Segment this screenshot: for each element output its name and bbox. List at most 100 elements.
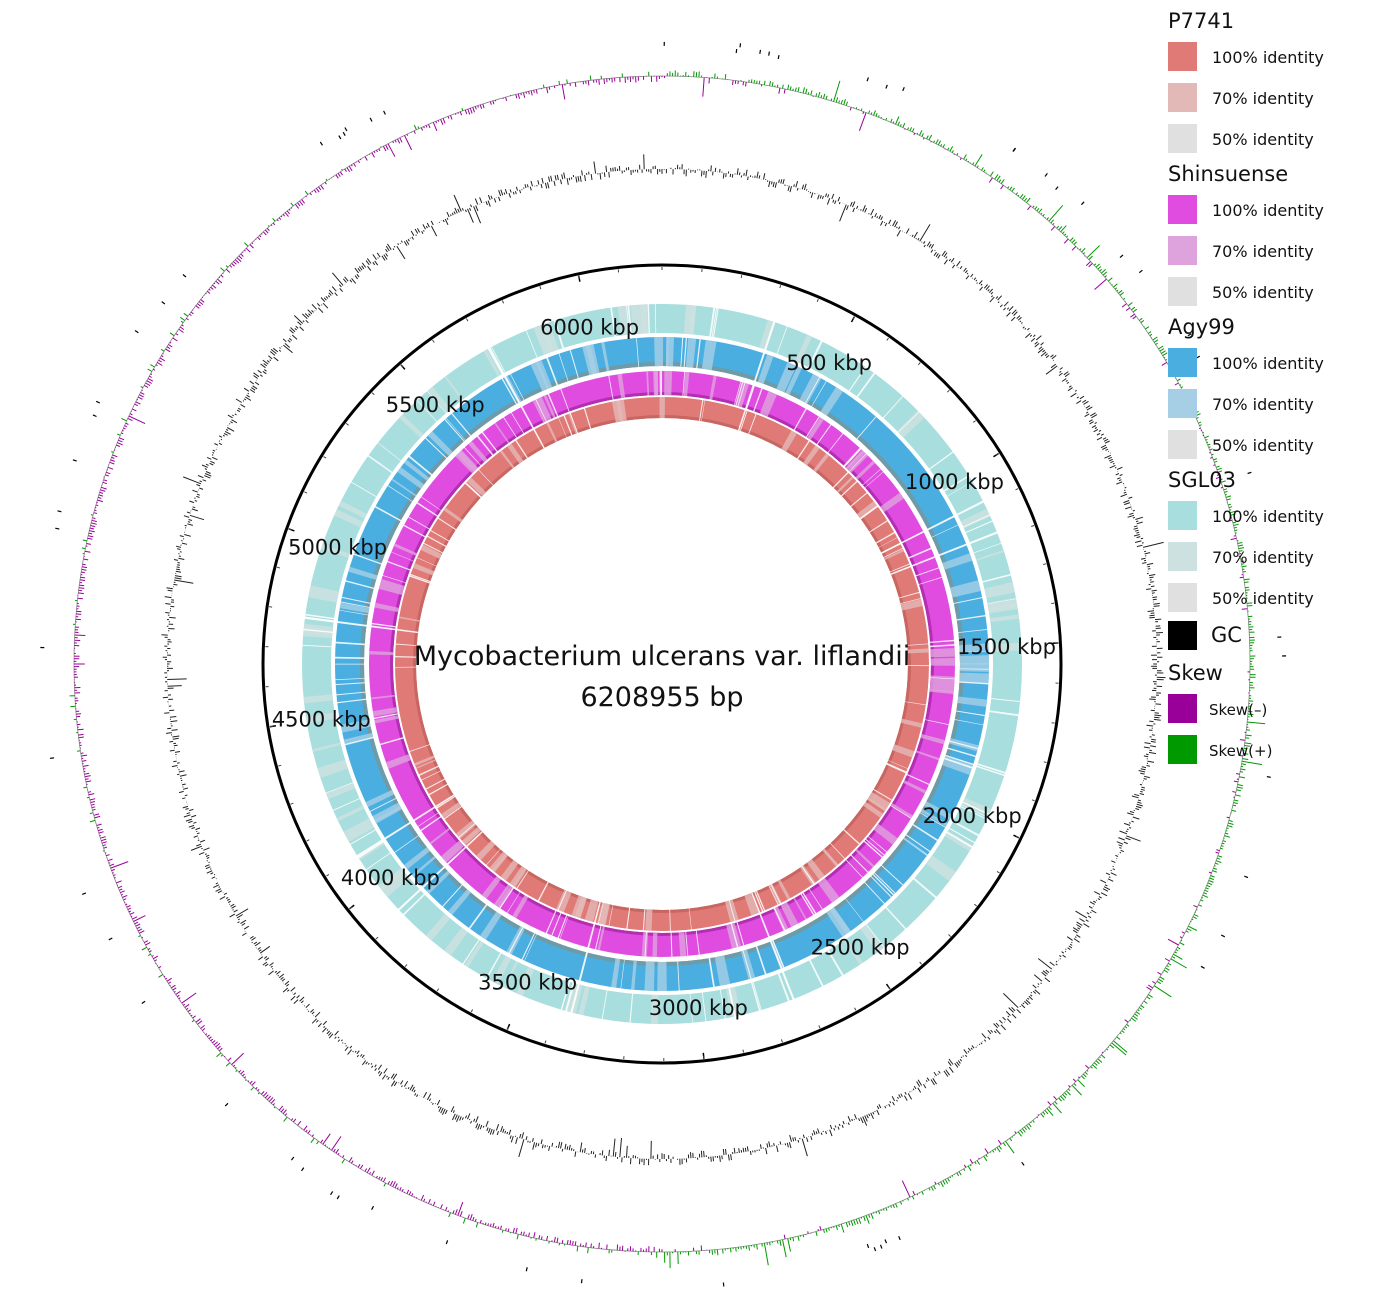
low-identity-segment — [415, 759, 436, 769]
alignment-gap — [485, 952, 502, 980]
low-identity-segment — [630, 304, 640, 335]
low-identity-segment — [455, 820, 477, 839]
feature-mark — [301, 1167, 305, 1172]
alignment-gap — [805, 416, 820, 438]
low-identity-segment — [949, 740, 978, 752]
low-identity-segment — [440, 840, 464, 863]
low-identity-segment — [650, 994, 659, 1024]
feature-mark — [759, 49, 762, 54]
low-identity-segment — [378, 867, 406, 892]
low-identity-segment — [481, 876, 501, 899]
feature-mark — [55, 527, 60, 530]
alignment-gap — [353, 553, 382, 565]
low-identity-segment — [781, 902, 799, 927]
legend-swatch — [1168, 236, 1197, 265]
low-identity-segment — [303, 623, 334, 636]
identity-ring-agy99 — [334, 336, 990, 992]
alignment-gap — [332, 797, 361, 811]
low-identity-segment — [317, 759, 348, 778]
legend-label: 70% identity — [1212, 89, 1314, 108]
alignment-gap — [524, 933, 538, 962]
alignment-gap — [335, 682, 366, 686]
alignment-gap — [558, 417, 567, 438]
low-identity-segment — [597, 902, 610, 925]
alignment-gap — [872, 788, 893, 801]
legend-group-title: Skew — [1168, 661, 1223, 685]
feature-mark — [342, 131, 346, 136]
low-identity-segment — [398, 616, 420, 622]
feature-mark — [290, 1156, 295, 1161]
tick-label: 3000 kbp — [649, 996, 748, 1020]
low-identity-segment — [734, 381, 750, 408]
low-identity-segment — [303, 694, 334, 704]
legend-item: Skew(–) — [1168, 688, 1368, 729]
skew-positive-trace — [69, 70, 1266, 1269]
low-identity-segment — [992, 642, 1022, 652]
low-identity-segment — [820, 387, 843, 416]
alignment-gap — [547, 393, 559, 417]
alignment-gap — [509, 373, 525, 401]
alignment-gap — [463, 446, 482, 466]
alignment-gap — [768, 884, 779, 906]
feature-mark — [95, 400, 101, 404]
alignment-gap — [899, 597, 922, 605]
gc-content-trace — [161, 154, 1166, 1166]
low-identity-segment — [807, 417, 824, 440]
alignment-gap — [777, 973, 790, 1002]
alignment-gap — [755, 890, 766, 912]
feature-mark — [81, 892, 87, 895]
alignment-gap — [335, 641, 366, 646]
alignment-gap — [890, 805, 912, 819]
identity-ring-p7741 — [394, 397, 930, 932]
alignment-gap — [973, 542, 1002, 554]
alignment-gap — [490, 346, 506, 374]
low-identity-segment — [950, 580, 981, 598]
tick-label: 500 kbp — [786, 351, 872, 375]
alignment-gap — [465, 482, 483, 498]
alignment-gap — [437, 517, 457, 531]
alignment-gap — [929, 644, 955, 648]
low-identity-segment — [500, 860, 519, 881]
low-identity-segment — [659, 397, 665, 419]
low-identity-segment — [654, 371, 659, 396]
legend-item: Skew(+) — [1168, 729, 1368, 770]
alignment-gap — [868, 519, 889, 533]
alignment-gap — [804, 376, 821, 404]
alignment-gap — [965, 520, 994, 534]
feature-mark — [1138, 269, 1143, 274]
low-identity-segment — [685, 338, 697, 368]
feature-mark — [319, 141, 323, 146]
alignment-gap — [698, 399, 704, 422]
alignment-gap — [558, 353, 569, 382]
legend-swatch — [1168, 430, 1197, 459]
legend-item-gc: GC — [1168, 618, 1368, 652]
alignment-gap — [953, 597, 983, 605]
alignment-gap — [537, 881, 549, 902]
alignment-gap — [476, 435, 494, 456]
low-identity-segment — [892, 744, 915, 758]
low-identity-segment — [785, 366, 802, 395]
legend-group-title: Agy99 — [1168, 315, 1235, 339]
alignment-gap — [719, 989, 726, 1019]
low-identity-segment — [509, 866, 527, 888]
feature-mark — [1247, 471, 1252, 475]
legend: P7741 100% identity 70% identity 50% identi… — [1168, 6, 1368, 770]
alignment-gap — [642, 908, 646, 931]
low-identity-segment — [305, 712, 336, 724]
alignment-gap — [850, 492, 868, 508]
alignment-gap — [683, 337, 688, 368]
low-identity-segment — [864, 801, 884, 816]
alignment-gap — [928, 451, 954, 470]
low-identity-segment — [709, 375, 717, 400]
low-identity-segment — [512, 895, 529, 919]
alignment-gap — [870, 875, 893, 898]
alignment-gap — [773, 907, 786, 931]
low-identity-segment — [499, 450, 515, 469]
genome-title: Mycobacterium ulcerans var. liflandii — [414, 641, 911, 672]
alignment-gap — [535, 398, 547, 422]
minor-tick — [917, 362, 921, 366]
genome-backbone — [261, 263, 1063, 1065]
low-identity-segment — [339, 602, 370, 614]
alignment-gap — [386, 560, 411, 571]
alignment-gap — [840, 480, 858, 497]
